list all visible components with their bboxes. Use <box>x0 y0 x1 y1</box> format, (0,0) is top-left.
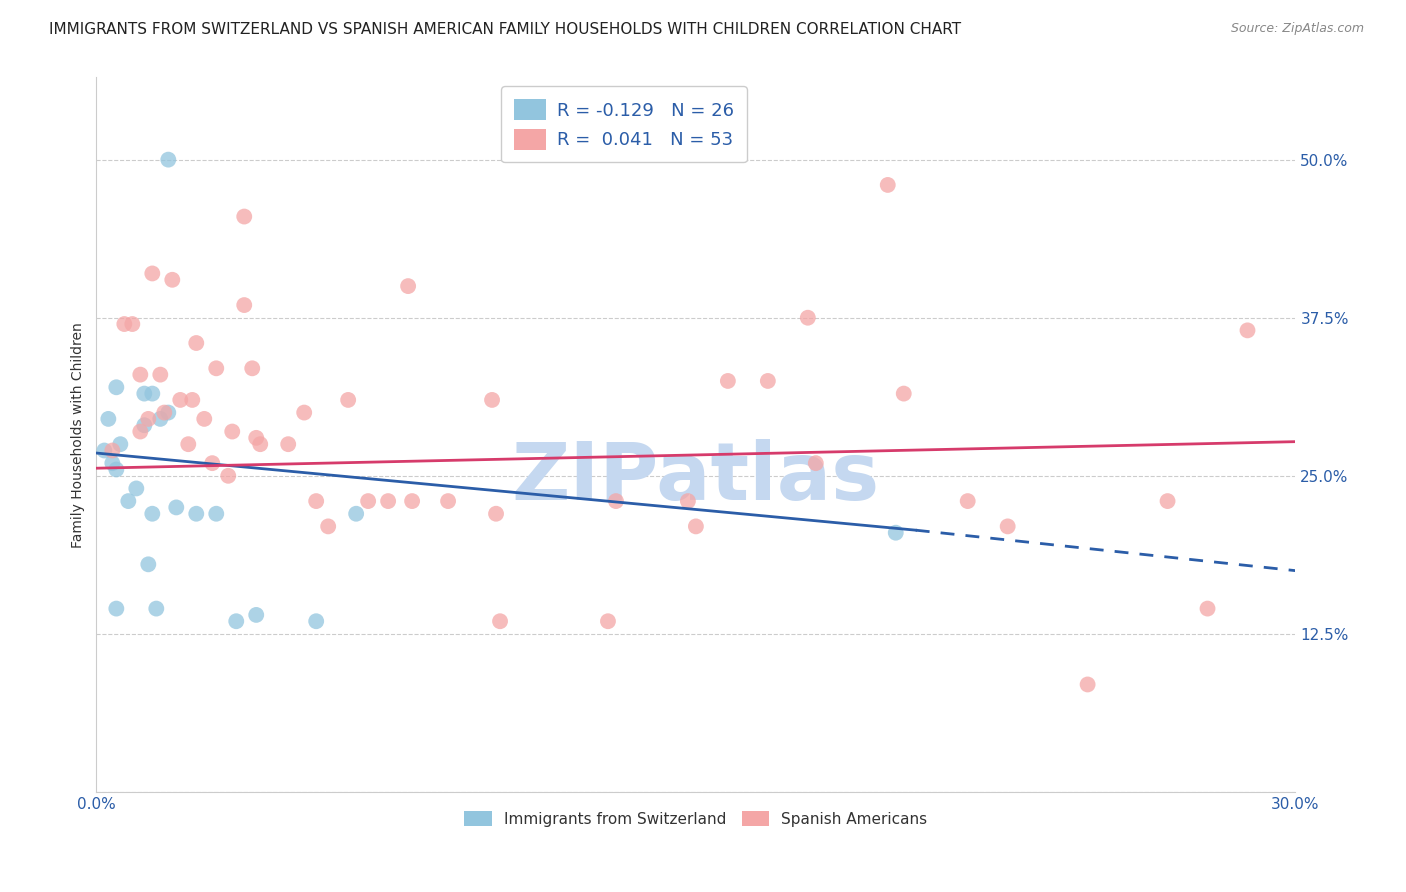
Point <box>162 273 184 287</box>
Point <box>101 456 124 470</box>
Point <box>217 468 239 483</box>
Point <box>884 525 907 540</box>
Point <box>316 519 339 533</box>
Point <box>193 412 215 426</box>
Point <box>1197 601 1219 615</box>
Point <box>93 443 115 458</box>
Point <box>605 494 627 508</box>
Point <box>717 374 740 388</box>
Point <box>804 456 827 470</box>
Point <box>344 507 367 521</box>
Point <box>105 380 128 394</box>
Point <box>396 279 419 293</box>
Point <box>141 267 163 281</box>
Point <box>305 614 328 628</box>
Point <box>169 392 191 407</box>
Point <box>205 361 228 376</box>
Point <box>956 494 979 508</box>
Point <box>110 437 132 451</box>
Text: ZIPatlas: ZIPatlas <box>512 439 880 516</box>
Point <box>876 178 898 192</box>
Point <box>277 437 299 451</box>
Point <box>177 437 200 451</box>
Point <box>129 425 152 439</box>
Point <box>149 368 172 382</box>
Point <box>437 494 460 508</box>
Point <box>401 494 423 508</box>
Point <box>225 614 247 628</box>
Point <box>357 494 380 508</box>
Point <box>186 507 208 521</box>
Point <box>186 336 208 351</box>
Point <box>233 210 256 224</box>
Y-axis label: Family Households with Children: Family Households with Children <box>72 322 86 548</box>
Point <box>292 406 315 420</box>
Point <box>756 374 779 388</box>
Point <box>157 153 180 167</box>
Point <box>249 437 271 451</box>
Point <box>201 456 224 470</box>
Point <box>245 431 267 445</box>
Point <box>157 406 180 420</box>
Point <box>489 614 512 628</box>
Point <box>240 361 263 376</box>
Point <box>305 494 328 508</box>
Point <box>1077 677 1099 691</box>
Point <box>112 317 135 331</box>
Point <box>134 418 156 433</box>
Point <box>1156 494 1178 508</box>
Point <box>129 368 152 382</box>
Point <box>221 425 243 439</box>
Point <box>141 507 163 521</box>
Point <box>105 601 128 615</box>
Point <box>893 386 915 401</box>
Point <box>136 558 159 572</box>
Text: Source: ZipAtlas.com: Source: ZipAtlas.com <box>1230 22 1364 36</box>
Point <box>205 507 228 521</box>
Point <box>245 607 267 622</box>
Point <box>117 494 139 508</box>
Point <box>141 386 163 401</box>
Text: IMMIGRANTS FROM SWITZERLAND VS SPANISH AMERICAN FAMILY HOUSEHOLDS WITH CHILDREN : IMMIGRANTS FROM SWITZERLAND VS SPANISH A… <box>49 22 962 37</box>
Legend: Immigrants from Switzerland, Spanish Americans: Immigrants from Switzerland, Spanish Ame… <box>457 803 935 834</box>
Point <box>485 507 508 521</box>
Point <box>233 298 256 312</box>
Point <box>165 500 187 515</box>
Point <box>101 443 124 458</box>
Point <box>153 406 176 420</box>
Point <box>797 310 820 325</box>
Point <box>1236 323 1258 337</box>
Point <box>181 392 204 407</box>
Point <box>685 519 707 533</box>
Point <box>481 392 503 407</box>
Point <box>149 412 172 426</box>
Point <box>125 482 148 496</box>
Point <box>676 494 699 508</box>
Point <box>121 317 143 331</box>
Point <box>997 519 1019 533</box>
Point <box>596 614 619 628</box>
Point <box>105 462 128 476</box>
Point <box>377 494 399 508</box>
Point <box>136 412 159 426</box>
Point <box>134 386 156 401</box>
Point <box>97 412 120 426</box>
Point <box>337 392 360 407</box>
Point <box>145 601 167 615</box>
